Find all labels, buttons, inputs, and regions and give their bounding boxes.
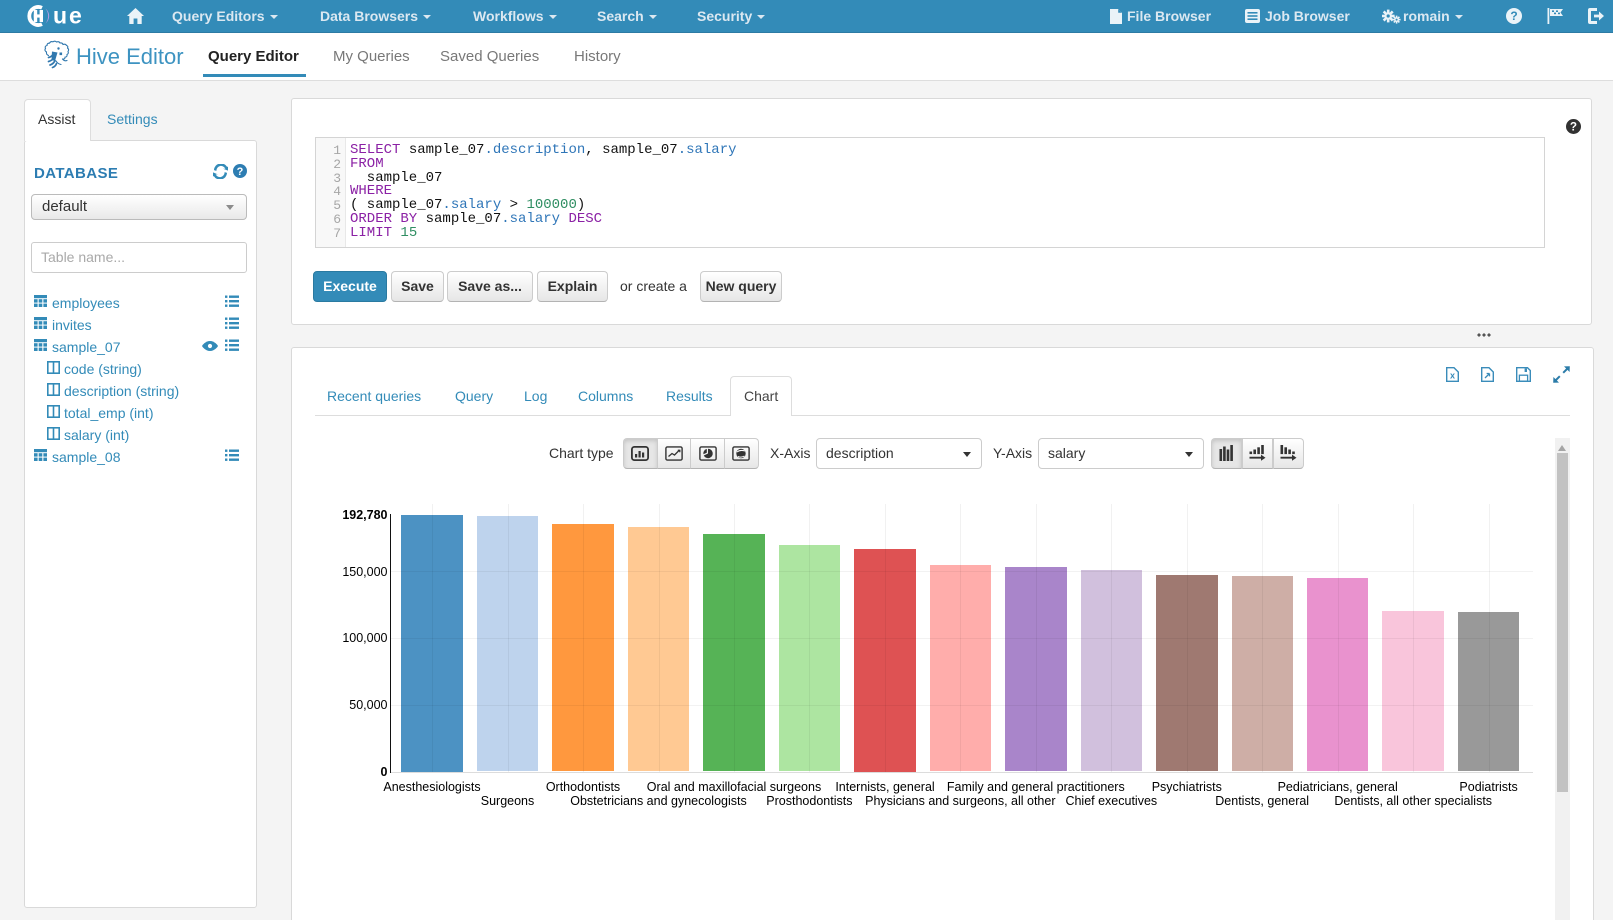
svg-text:x: x [1450, 371, 1455, 381]
svg-text:?: ? [1510, 9, 1517, 23]
svg-text:?: ? [1570, 121, 1577, 134]
svg-text:?: ? [237, 166, 244, 178]
svg-text:ue: ue [53, 4, 84, 28]
